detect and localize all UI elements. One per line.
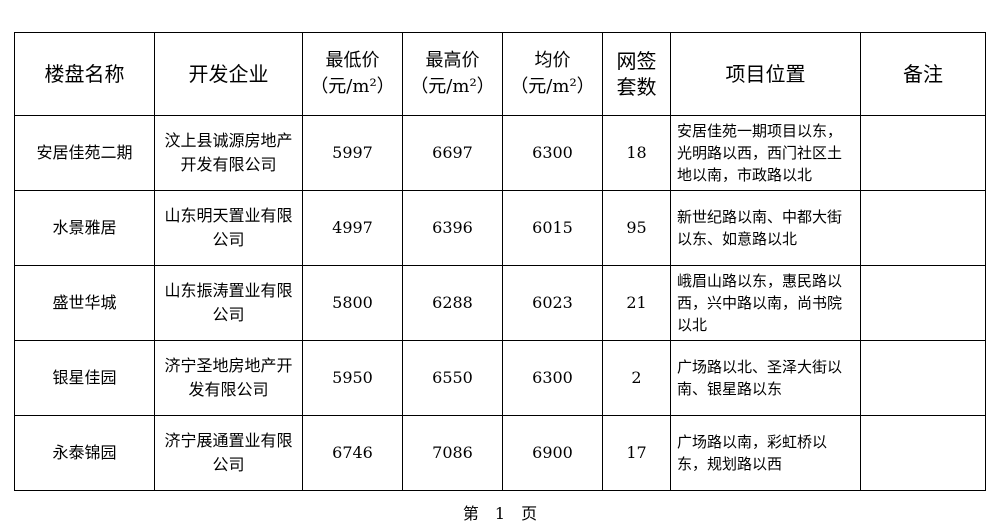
location-text: 广场路以北、圣泽大街以南、银星路以东 — [677, 358, 843, 398]
cell-remarks — [860, 265, 986, 341]
header-row: 楼盘名称 开发企业 最低价 （元/m²） 最高价 （元/m²） 均价 （元/m²） 网… — [14, 32, 986, 116]
cell-signed: 17 — [602, 415, 671, 491]
location-text: 峨眉山路以东，惠民路以西，兴中路以南，尚书院以北 — [677, 272, 843, 334]
location-text: 广场路以南，彩虹桥以东，规划路以西 — [677, 433, 828, 473]
cell-remarks — [860, 115, 986, 191]
cell-min-price: 6746 — [302, 415, 403, 491]
cell-developer: 山东振涛置业有限公司 — [154, 265, 303, 341]
table-row: 永泰锦园 济宁展通置业有限公司 6746 7086 6900 17 广场路以南，彩虹桥以东，… — [14, 415, 986, 491]
cell-max-price: 6288 — [402, 265, 503, 341]
cell-location: 峨眉山路以东，惠民路以西，兴中路以南，尚书院以北 — [670, 265, 861, 341]
cell-name: 永泰锦园 — [14, 415, 155, 491]
header-max-price-unit: （元/m²） — [410, 76, 495, 97]
header-max-price-label: 最高价 — [425, 50, 480, 71]
cell-max-price: 6396 — [402, 190, 503, 266]
cell-avg-price: 6300 — [502, 115, 603, 191]
cell-developer: 山东明天置业有限公司 — [154, 190, 303, 266]
cell-signed: 2 — [602, 340, 671, 416]
location-text: 新世纪路以南、中都大街以东、如意路以北 — [677, 208, 843, 248]
page-number: 第 1 页 — [462, 504, 538, 523]
cell-name: 水景雅居 — [14, 190, 155, 266]
cell-avg-price: 6300 — [502, 340, 603, 416]
cell-min-price: 4997 — [302, 190, 403, 266]
cell-signed: 95 — [602, 190, 671, 266]
cell-location: 广场路以北、圣泽大街以南、银星路以东 — [670, 340, 861, 416]
cell-avg-price: 6023 — [502, 265, 603, 341]
cell-developer: 汶上县诚源房地产开发有限公司 — [154, 115, 303, 191]
cell-min-price: 5800 — [302, 265, 403, 341]
housing-price-table: 楼盘名称 开发企业 最低价 （元/m²） 最高价 （元/m²） 均价 （元/m²） 网… — [14, 32, 986, 491]
header-signed-line2: 套数 — [616, 75, 657, 99]
table-row: 水景雅居 山东明天置业有限公司 4997 6396 6015 95 新世纪路以南、中都大街以… — [14, 190, 986, 266]
header-min-price-label: 最低价 — [325, 50, 380, 71]
header-location: 项目位置 — [670, 32, 861, 116]
cell-name: 银星佳园 — [14, 340, 155, 416]
header-signed: 网签 套数 — [602, 32, 671, 116]
cell-developer: 济宁圣地房地产开发有限公司 — [154, 340, 303, 416]
cell-max-price: 6550 — [402, 340, 503, 416]
cell-name: 安居佳苑二期 — [14, 115, 155, 191]
header-max-price: 最高价 （元/m²） — [402, 32, 503, 116]
cell-signed: 21 — [602, 265, 671, 341]
cell-remarks — [860, 340, 986, 416]
header-min-price-unit: （元/m²） — [310, 76, 395, 97]
header-name: 楼盘名称 — [14, 32, 155, 116]
cell-remarks — [860, 190, 986, 266]
table-row: 安居佳苑二期 汶上县诚源房地产开发有限公司 5997 6697 6300 18 安居佳苑一期… — [14, 115, 986, 191]
cell-remarks — [860, 415, 986, 491]
header-avg-price-unit: （元/m²） — [510, 76, 595, 97]
cell-max-price: 6697 — [402, 115, 503, 191]
cell-min-price: 5950 — [302, 340, 403, 416]
cell-avg-price: 6900 — [502, 415, 603, 491]
header-min-price: 最低价 （元/m²） — [302, 32, 403, 116]
header-avg-price-label: 均价 — [534, 50, 571, 71]
cell-min-price: 5997 — [302, 115, 403, 191]
header-remarks: 备注 — [860, 32, 986, 116]
table-row: 盛世华城 山东振涛置业有限公司 5800 6288 6023 21 峨眉山路以东，惠民路以西… — [14, 265, 986, 341]
header-avg-price: 均价 （元/m²） — [502, 32, 603, 116]
header-developer: 开发企业 — [154, 32, 303, 116]
cell-location: 安居佳苑一期项目以东，光明路以西，西门社区土地以南，市政路以北 — [670, 115, 861, 191]
cell-location: 广场路以南，彩虹桥以东，规划路以西 — [670, 415, 861, 491]
cell-developer: 济宁展通置业有限公司 — [154, 415, 303, 491]
location-text: 安居佳苑一期项目以东，光明路以西，西门社区土地以南，市政路以北 — [677, 122, 843, 184]
header-signed-line1: 网签 — [616, 49, 657, 73]
cell-max-price: 7086 — [402, 415, 503, 491]
cell-avg-price: 6015 — [502, 190, 603, 266]
cell-name: 盛世华城 — [14, 265, 155, 341]
cell-location: 新世纪路以南、中都大街以东、如意路以北 — [670, 190, 861, 266]
cell-signed: 18 — [602, 115, 671, 191]
table-row: 银星佳园 济宁圣地房地产开发有限公司 5950 6550 6300 2 广场路以北、圣泽大街… — [14, 340, 986, 416]
